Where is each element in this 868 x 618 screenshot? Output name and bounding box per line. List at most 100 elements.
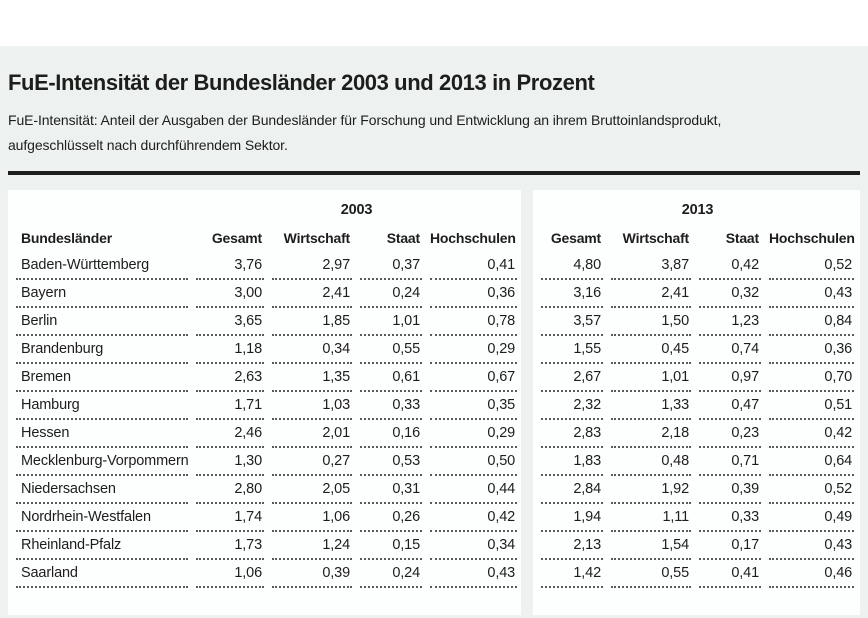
value-cell: 2,83 <box>541 420 603 449</box>
table-row: 3,57 1,50 1,23 0,84 <box>541 308 855 337</box>
value-cell: 1,83 <box>541 448 603 477</box>
column-header-hochschulen-2013: Hochschulen <box>769 230 855 247</box>
value-cell: 0,41 <box>699 560 761 589</box>
figure-note: FuE-Intensität: Anteil der Ausgaben der … <box>8 108 860 158</box>
value-cell: 0,52 <box>769 476 855 505</box>
value-cell: 3,00 <box>196 280 264 309</box>
state-name-cell: Niedersachsen <box>16 476 188 505</box>
value-cell: 0,34 <box>430 532 518 561</box>
table-row: Brandenburg 1,18 0,34 0,55 0,29 <box>16 336 518 365</box>
value-cell: 0,41 <box>430 252 518 281</box>
value-cell: 1,92 <box>611 476 691 505</box>
table-row: Hamburg 1,71 1,03 0,33 0,35 <box>16 392 518 421</box>
value-cell: 1,50 <box>611 308 691 337</box>
state-name-cell: Baden-Württemberg <box>16 252 188 281</box>
value-cell: 0,29 <box>430 336 518 365</box>
table-2013: 2013 Gesamt Wirtschaft Staat Hochschulen… <box>533 190 860 589</box>
table-row: 1,83 0,48 0,71 0,64 <box>541 448 855 477</box>
value-cell: 1,74 <box>196 504 264 533</box>
value-cell: 1,85 <box>272 308 352 337</box>
table-row: 2,32 1,33 0,47 0,51 <box>541 392 855 421</box>
value-cell: 0,44 <box>430 476 518 505</box>
value-cell: 0,55 <box>360 336 422 365</box>
column-header-wirtschaft-2013: Wirtschaft <box>622 230 690 247</box>
value-cell: 3,76 <box>196 252 264 281</box>
state-name-cell: Rheinland-Pfalz <box>16 532 188 561</box>
value-cell: 0,67 <box>430 364 518 393</box>
table-row: 3,16 2,41 0,32 0,43 <box>541 280 855 309</box>
value-cell: 0,52 <box>769 252 855 281</box>
value-cell: 0,42 <box>430 504 518 533</box>
value-cell: 4,80 <box>541 252 603 281</box>
table-row: 2,13 1,54 0,17 0,43 <box>541 532 855 561</box>
value-cell: 0,36 <box>769 336 855 365</box>
value-cell: 3,57 <box>541 308 603 337</box>
value-cell: 0,43 <box>430 560 518 589</box>
value-cell: 2,84 <box>541 476 603 505</box>
year-2013-panel: 2013 Gesamt Wirtschaft Staat Hochschulen… <box>533 190 860 616</box>
value-cell: 0,33 <box>699 504 761 533</box>
state-name-cell: Brandenburg <box>16 336 188 365</box>
value-cell: 0,35 <box>430 392 518 421</box>
value-cell: 0,42 <box>769 420 855 449</box>
value-cell: 1,01 <box>611 364 691 393</box>
column-header-row: Gesamt Wirtschaft Staat Hochschulen <box>541 224 855 252</box>
value-cell: 0,43 <box>769 532 855 561</box>
value-cell: 3,16 <box>541 280 603 309</box>
table-row: Bayern 3,00 2,41 0,24 0,36 <box>16 280 518 309</box>
table-row: 1,94 1,11 0,33 0,49 <box>541 504 855 533</box>
state-name-cell: Nordrhein-Westfalen <box>16 504 188 533</box>
value-cell: 2,67 <box>541 364 603 393</box>
table-row: Berlin 3,65 1,85 1,01 0,78 <box>16 308 518 337</box>
value-cell: 1,33 <box>611 392 691 421</box>
value-cell: 0,24 <box>360 280 422 309</box>
value-cell: 0,15 <box>360 532 422 561</box>
value-cell: 0,29 <box>430 420 518 449</box>
group-header-row: 2013 <box>541 190 854 224</box>
value-cell: 0,64 <box>769 448 855 477</box>
value-cell: 0,84 <box>769 308 855 337</box>
value-cell: 2,46 <box>196 420 264 449</box>
value-cell: 1,06 <box>196 560 264 589</box>
group-header-spacer <box>16 190 188 224</box>
value-cell: 1,94 <box>541 504 603 533</box>
value-cell: 0,46 <box>769 560 855 589</box>
value-cell: 0,31 <box>360 476 422 505</box>
value-cell: 0,48 <box>611 448 691 477</box>
value-cell: 0,39 <box>272 560 352 589</box>
year-2003-panel: 2003 Bundesländer Gesamt Wirtschaft Staa… <box>8 190 521 616</box>
column-header-staat-2003: Staat <box>386 230 420 247</box>
value-cell: 1,23 <box>699 308 761 337</box>
value-cell: 1,11 <box>611 504 691 533</box>
value-cell: 2,13 <box>541 532 603 561</box>
table-2003: 2003 Bundesländer Gesamt Wirtschaft Staa… <box>8 190 521 589</box>
value-cell: 2,41 <box>611 280 691 309</box>
state-name-cell: Mecklenburg-Vorpommern <box>16 448 189 477</box>
value-cell: 0,47 <box>699 392 761 421</box>
title-divider <box>8 171 860 176</box>
value-cell: 1,01 <box>360 308 422 337</box>
value-cell: 0,23 <box>699 420 761 449</box>
table-row: 4,80 3,87 0,42 0,52 <box>541 252 855 281</box>
column-header-gesamt-2003: Gesamt <box>211 230 262 247</box>
value-cell: 0,17 <box>699 532 761 561</box>
value-cell: 0,37 <box>360 252 422 281</box>
value-cell: 0,78 <box>430 308 518 337</box>
value-cell: 1,71 <box>196 392 264 421</box>
value-cell: 0,74 <box>699 336 761 365</box>
table-row: Niedersachsen 2,80 2,05 0,31 0,44 <box>16 476 518 505</box>
table-row: 2,84 1,92 0,39 0,52 <box>541 476 855 505</box>
value-cell: 0,53 <box>360 448 422 477</box>
table-row: 1,42 0,55 0,41 0,46 <box>541 560 855 589</box>
data-table: 2003 Bundesländer Gesamt Wirtschaft Staa… <box>8 190 860 616</box>
table-row: Baden-Württemberg 3,76 2,97 0,37 0,41 <box>16 252 518 281</box>
value-cell: 0,16 <box>360 420 422 449</box>
value-cell: 0,49 <box>769 504 855 533</box>
page: FuE-Intensität der Bundesländer 2003 und… <box>0 46 868 618</box>
column-header-wirtschaft-2003: Wirtschaft <box>283 230 351 247</box>
state-name-cell: Bayern <box>16 280 188 309</box>
note-line-2: aufgeschlüsselt nach durchführendem Sekt… <box>8 137 288 154</box>
value-cell: 0,55 <box>611 560 691 589</box>
value-cell: 0,97 <box>699 364 761 393</box>
value-cell: 1,03 <box>272 392 352 421</box>
